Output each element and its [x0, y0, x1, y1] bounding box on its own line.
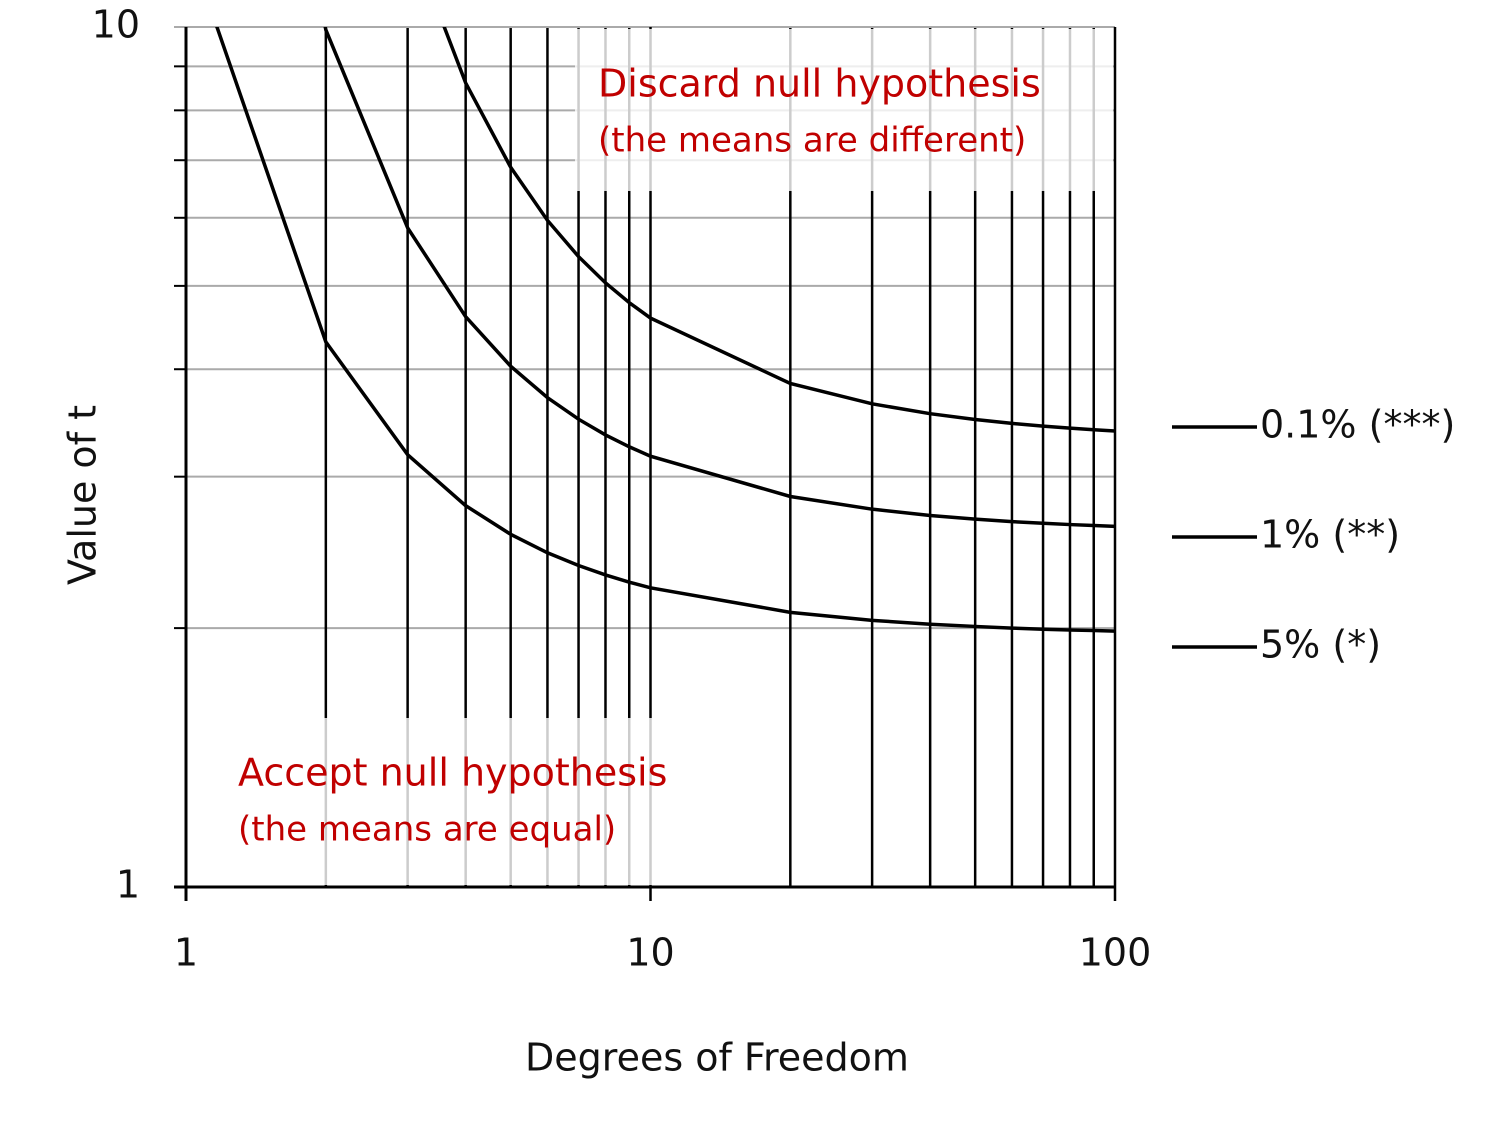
y-tick-label: 10 [92, 3, 140, 47]
series-line [442, 27, 1115, 433]
annotation-box [575, 29, 1113, 191]
annotation: Accept null hypothesis [238, 751, 667, 795]
x-tick-label: 10 [626, 931, 674, 975]
series-line [215, 27, 1115, 633]
x-axis-title: Degrees of Freedom [525, 1036, 909, 1080]
series-line [323, 27, 1115, 529]
lines [215, 27, 1115, 633]
annotation: (the means are different) [598, 121, 1026, 161]
annotation: Discard null hypothesis [598, 62, 1041, 106]
annotation-box [236, 718, 690, 885]
legend-label: 1% (**) [1260, 513, 1400, 557]
x-tick-label: 1 [174, 931, 198, 975]
x-tick-label: 100 [1079, 931, 1152, 975]
annotation: (the means are equal) [238, 810, 616, 850]
annotation-boxes [236, 29, 1113, 885]
y-tick-label: 1 [116, 863, 140, 907]
legend-label: 0.1% (***) [1260, 403, 1455, 447]
legend-label: 5% (*) [1260, 623, 1381, 667]
y-axis-title: Value of t [61, 405, 105, 585]
